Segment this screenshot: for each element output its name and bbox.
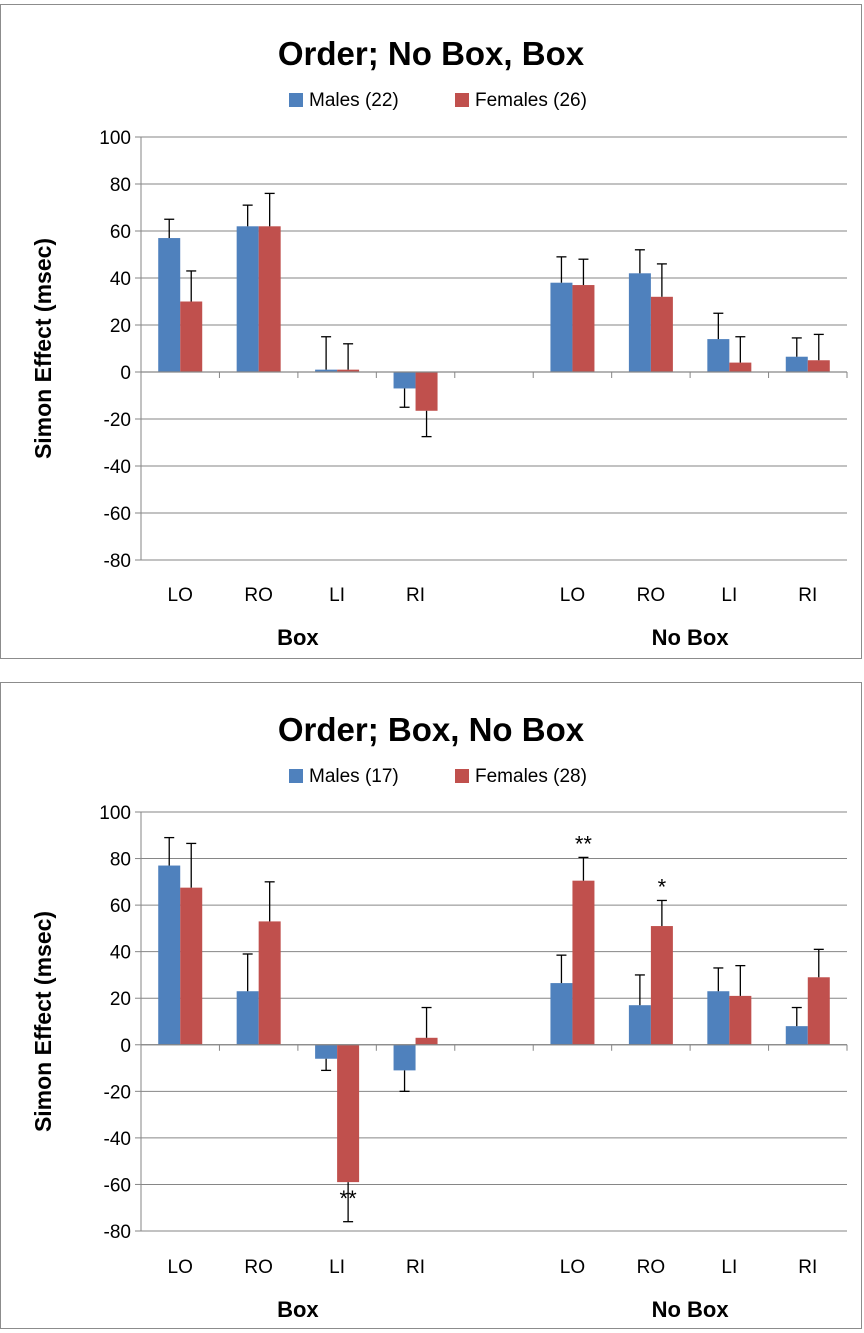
bar-females-box-ri [415, 1037, 438, 1045]
x-category-label: LI [721, 1257, 737, 1278]
bar-females-box-li [337, 369, 360, 372]
x-category-label: LO [560, 585, 585, 606]
legend-label-males: Males (17) [309, 766, 399, 787]
bar-males-box-ro [236, 226, 259, 372]
y-tick-label: 100 [99, 803, 131, 824]
significance-marker: ** [340, 1186, 358, 1211]
x-category-label: RI [798, 585, 817, 606]
x-category-label: LO [560, 1257, 585, 1278]
y-tick-label: 80 [110, 850, 131, 871]
bar-females-box-lo [180, 301, 203, 372]
bar-females-box-lo [180, 887, 203, 1045]
bar-females-no-box-li [729, 995, 752, 1045]
x-category-label: RO [637, 585, 666, 606]
bar-males-box-li [315, 1044, 338, 1059]
chart-panel-no-box-first: Order; No Box, Box Males (22) Females (26)… [0, 4, 862, 659]
x-category-label: RO [244, 585, 273, 606]
bar-males-no-box-ri [785, 356, 808, 372]
y-tick-label: -20 [104, 410, 131, 431]
y-tick-label: 80 [110, 175, 131, 196]
bar-females-box-ro [258, 921, 281, 1045]
x-group-label: Box [277, 625, 319, 650]
bar-males-box-ri [393, 1044, 416, 1071]
legend-swatch-females [455, 769, 469, 783]
y-tick-label: 40 [110, 269, 131, 290]
y-axis-label: Simon Effect (msec) [30, 911, 56, 1132]
bar-males-no-box-li [707, 991, 730, 1045]
bar-females-no-box-lo [572, 285, 595, 372]
bar-females-box-li [337, 1044, 360, 1183]
bar-females-no-box-ro [650, 926, 673, 1045]
y-axis-label: Simon Effect (msec) [30, 238, 56, 459]
bar-females-no-box-lo [572, 880, 595, 1045]
bar-females-no-box-ri [807, 360, 830, 372]
y-tick-label: 40 [110, 943, 131, 964]
y-tick-label: 0 [120, 363, 131, 384]
bar-females-no-box-ri [807, 977, 830, 1045]
bar-males-no-box-ro [628, 273, 651, 372]
y-tick-label: -40 [104, 1129, 131, 1150]
x-group-label: No Box [652, 1297, 730, 1322]
chart-title: Order; No Box, Box [278, 35, 585, 72]
bar-males-no-box-ro [628, 1005, 651, 1045]
bar-females-box-ro [258, 226, 281, 372]
y-tick-label: 60 [110, 222, 131, 243]
x-group-label: No Box [652, 625, 730, 650]
bar-males-no-box-lo [550, 282, 573, 372]
legend-swatch-females [455, 93, 469, 107]
legend-label-males: Males (22) [309, 90, 399, 111]
y-tick-label: 20 [110, 989, 131, 1010]
y-tick-label: -60 [104, 1175, 131, 1196]
x-category-label: RI [406, 1257, 425, 1278]
bar-females-no-box-li [729, 362, 752, 372]
bar-females-box-ri [415, 372, 438, 411]
bar-males-no-box-li [707, 339, 730, 372]
x-category-label: RO [637, 1257, 666, 1278]
legend-label-females: Females (28) [475, 766, 587, 787]
bar-males-box-lo [158, 238, 181, 372]
bar-males-box-li [315, 369, 338, 372]
chart-panel-box-first: Order; Box, No Box Males (17) Females (28)… [0, 682, 862, 1329]
chart-title: Order; Box, No Box [278, 711, 585, 748]
legend-swatch-males [289, 93, 303, 107]
bar-males-box-lo [158, 865, 181, 1045]
significance-marker: * [658, 874, 667, 899]
y-tick-label: -80 [104, 1222, 131, 1243]
y-tick-label: -20 [104, 1082, 131, 1103]
x-category-label: RI [406, 585, 425, 606]
y-tick-label: -60 [104, 504, 131, 525]
y-tick-label: 20 [110, 316, 131, 337]
legend-label-females: Females (26) [475, 90, 587, 111]
x-category-label: LI [721, 585, 737, 606]
x-category-label: RI [798, 1257, 817, 1278]
bar-females-no-box-ro [650, 296, 673, 372]
y-tick-label: -40 [104, 457, 131, 478]
x-category-label: LO [168, 585, 193, 606]
legend-swatch-males [289, 769, 303, 783]
x-category-label: LO [168, 1257, 193, 1278]
y-tick-label: 0 [120, 1036, 131, 1057]
y-tick-label: 100 [99, 128, 131, 149]
x-category-label: LI [329, 1257, 345, 1278]
y-tick-label: -80 [104, 551, 131, 572]
significance-marker: ** [575, 831, 593, 856]
x-category-label: LI [329, 585, 345, 606]
x-group-label: Box [277, 1297, 319, 1322]
bar-males-no-box-ri [785, 1026, 808, 1045]
bar-males-box-ri [393, 372, 416, 389]
bar-males-no-box-lo [550, 983, 573, 1045]
x-category-label: RO [244, 1257, 273, 1278]
chart-svg: Order; No Box, Box Males (22) Females (26)… [30, 35, 848, 650]
chart-svg: Order; Box, No Box Males (17) Females (28)… [30, 711, 848, 1322]
bar-males-box-ro [236, 991, 259, 1045]
y-tick-label: 60 [110, 896, 131, 917]
